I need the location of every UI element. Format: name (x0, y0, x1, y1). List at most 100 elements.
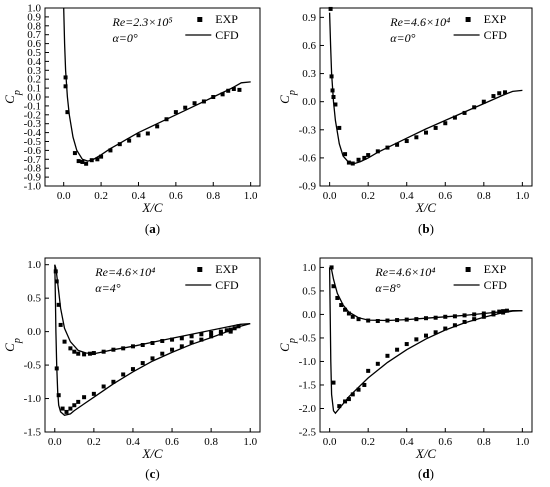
data-point-exp (366, 153, 371, 158)
data-point-exp (331, 284, 336, 289)
legend-label-exp: EXP (484, 262, 507, 276)
x-tick-label: 0.2 (94, 190, 108, 202)
data-point-exp (350, 314, 355, 319)
legend-label-exp: EXP (215, 262, 238, 276)
data-point-exp (337, 125, 342, 130)
data-point-exp (220, 92, 225, 97)
data-point-exp (356, 317, 361, 322)
x-tick-label: 0.4 (400, 436, 414, 448)
x-tick-label: 0.0 (48, 436, 62, 448)
data-point-exp (84, 161, 89, 166)
y-tick-label: 1.0 (302, 262, 316, 274)
y-tick-label: 0.0 (27, 326, 41, 338)
y-axis-label-subscript: p (287, 90, 298, 96)
y-axis-label: Cp (277, 338, 298, 352)
x-axis-label: X/C (415, 200, 437, 215)
x-tick-label: 0.4 (132, 190, 146, 202)
y-tick-label: -0.4 (24, 127, 42, 139)
data-point-exp (362, 382, 367, 387)
y-tick-label: 0.2 (27, 74, 41, 86)
y-axis-label-subscript: p (12, 90, 23, 96)
data-point-exp (56, 393, 61, 398)
data-point-exp (91, 351, 96, 356)
y-tick-label: -0.3 (299, 124, 317, 136)
series-line-cfd (63, 7, 251, 162)
data-point-exp (346, 397, 351, 402)
alpha-annotation: α=0° (113, 31, 138, 45)
y-tick-label: -0.7 (24, 154, 42, 166)
panel-caption: (c) (145, 466, 159, 481)
x-tick-label: 0.0 (57, 190, 71, 202)
data-point-exp (424, 333, 428, 338)
alpha-annotation: α=4° (95, 281, 120, 295)
y-tick-label: -0.5 (299, 332, 317, 344)
y-tick-label: -1.0 (24, 181, 42, 193)
data-point-exp (343, 152, 348, 157)
data-point-exp (218, 329, 223, 334)
data-point-exp (76, 159, 81, 164)
x-tick-label: 0.8 (477, 436, 491, 448)
data-point-exp (76, 351, 81, 356)
plot-frame (319, 257, 533, 433)
x-tick-label: 1.0 (515, 190, 529, 202)
data-point-exp (140, 361, 145, 366)
y-tick-label: 0.0 (302, 309, 316, 321)
data-point-exp (160, 338, 165, 343)
series-line-cfd (328, 12, 523, 165)
panel-caption-letter: b (422, 221, 429, 236)
data-point-exp (160, 351, 165, 356)
data-point-exp (385, 353, 390, 358)
x-tick-label: 0.6 (438, 190, 452, 202)
y-tick-label: -0.3 (24, 118, 42, 130)
data-point-exp (237, 87, 242, 92)
plot-frame (44, 257, 261, 433)
chart-panel-c: 0.0 0.2 0.4 0.6 0.8 1.0 -1.5 -1.0 -0.5 0.0 0.5 1.0 X… (2, 257, 261, 481)
data-point-exp (424, 130, 428, 135)
y-tick-label: 0.9 (27, 11, 41, 23)
data-point-exp (91, 391, 96, 396)
data-point-exp (228, 329, 233, 334)
y-tick-label: -2.5 (299, 427, 317, 439)
data-point-exp (62, 339, 67, 344)
data-point-exp (130, 367, 135, 372)
y-tick-label: -2.0 (299, 403, 317, 415)
data-point-exp (145, 131, 150, 136)
legend-marker-exp (465, 17, 471, 22)
legend-label-cfd: CFD (484, 278, 508, 292)
data-point-exp (179, 336, 184, 341)
y-tick-label: 0.5 (27, 293, 41, 305)
y-tick-label: 0.3 (27, 65, 41, 77)
y-tick-label: -1.5 (24, 427, 42, 439)
reynolds-annotation: Re=4.6×10⁴ (389, 15, 450, 29)
panel-caption: (a) (145, 221, 160, 236)
y-tick-label: 0.5 (27, 47, 41, 59)
data-point-exp (72, 151, 77, 156)
data-point-exp (199, 332, 204, 337)
panel-caption-letter: d (422, 466, 430, 481)
y-tick-label: 1.0 (27, 3, 41, 15)
y-axis-label-subscript: p (287, 338, 298, 344)
data-point-exp (189, 334, 194, 339)
x-tick-label: 0.0 (323, 436, 337, 448)
x-tick-label: 0.4 (126, 436, 140, 448)
data-point-exp (333, 102, 338, 107)
data-point-exp (64, 409, 69, 414)
x-tick-label: 0.4 (400, 190, 414, 202)
data-point-exp (343, 307, 348, 312)
data-point-exp (72, 403, 77, 408)
panel-caption: (d) (418, 466, 434, 481)
chart-panel-d: 0.0 0.2 0.4 0.6 0.8 1.0 -2.5 -2.0 -1.5 -1.0 -0.5 0.… (277, 257, 533, 481)
data-point-exp (503, 90, 508, 95)
y-tick-label: -0.9 (24, 172, 42, 184)
x-tick-label: 0.6 (169, 190, 183, 202)
data-point-exp (68, 346, 73, 351)
x-axis-label: X/C (415, 446, 437, 461)
y-tick-label: 0.9 (302, 12, 316, 24)
data-point-exp (183, 105, 188, 110)
data-point-exp (331, 380, 336, 385)
y-tick-label: -1.5 (299, 379, 317, 391)
y-tick-label: -0.6 (24, 145, 42, 157)
data-point-exp (329, 265, 334, 270)
x-tick-label: 1.0 (243, 436, 257, 448)
